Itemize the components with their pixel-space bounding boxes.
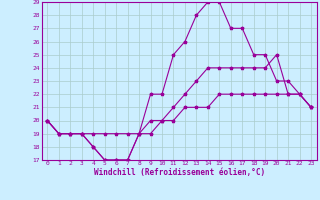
X-axis label: Windchill (Refroidissement éolien,°C): Windchill (Refroidissement éolien,°C) bbox=[94, 168, 265, 177]
